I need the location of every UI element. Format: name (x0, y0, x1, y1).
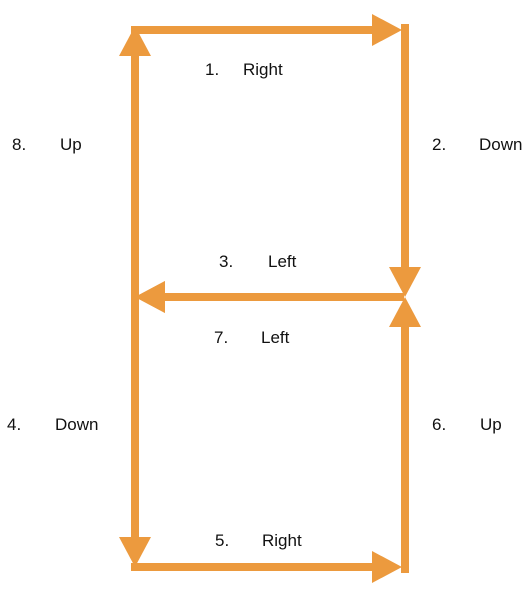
arrow-8-up-head (119, 26, 151, 56)
arrow-1-right (131, 14, 402, 46)
arrow-8-up (119, 26, 151, 301)
step-number-6: 6. (432, 415, 447, 434)
step-number-2: 2. (432, 135, 447, 154)
arrow-6-up (389, 297, 421, 573)
arrow-5-right-head (372, 551, 402, 583)
step-number-1: 1. (205, 60, 220, 79)
step-direction-2: Down (479, 135, 523, 154)
arrow-group (119, 14, 421, 583)
arrow-2-down (389, 24, 421, 297)
step-label-6: 6. Up (432, 416, 502, 433)
step-direction-6: Up (480, 415, 502, 434)
step-label-3: 3. Left (219, 253, 296, 270)
arrow-7-left (135, 281, 404, 313)
arrow-7-left-head (135, 281, 165, 313)
step-direction-5: Right (262, 531, 302, 550)
step-direction-3: Left (268, 252, 297, 271)
step-label-2: 2. Down (432, 136, 522, 153)
arrow-4-down (119, 293, 151, 567)
step-number-5: 5. (215, 531, 230, 550)
step-label-7: 7. Left (214, 329, 289, 346)
step-direction-4: Down (55, 415, 99, 434)
step-number-8: 8. (12, 135, 27, 154)
step-number-3: 3. (219, 252, 234, 271)
step-label-4: 4. Down (7, 416, 98, 433)
arrow-6-up-head (389, 297, 421, 327)
step-number-7: 7. (214, 328, 229, 347)
step-direction-7: Left (261, 328, 290, 347)
arrow-5-right (131, 551, 402, 583)
step-number-4: 4. (7, 415, 22, 434)
step-label-8: 8. Up (12, 136, 82, 153)
step-label-1: 1. Right (205, 61, 283, 78)
step-label-5: 5. Right (215, 532, 302, 549)
arrow-4-down-head (119, 537, 151, 567)
step-direction-1: Right (243, 60, 283, 79)
arrow-2-down-head (389, 267, 421, 297)
arrow-1-right-head (372, 14, 402, 46)
step-direction-8: Up (60, 135, 82, 154)
